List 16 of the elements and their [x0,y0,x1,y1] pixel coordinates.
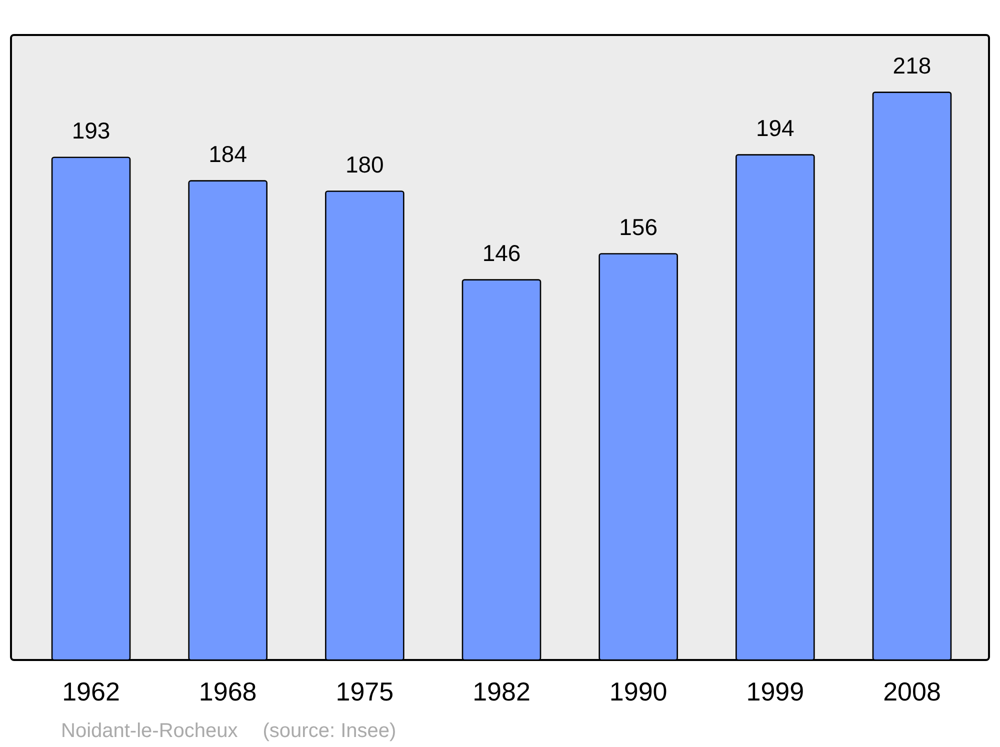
data-label: 146 [482,240,521,266]
x-tick-label: 1962 [62,676,120,706]
x-tick-label: 1975 [336,676,394,706]
x-tick-label: 1968 [198,676,257,706]
data-label: 193 [72,117,110,144]
data-label: 184 [208,140,248,167]
text: Noidant-le-Rocheux [61,720,238,742]
data-label: 180 [345,151,384,178]
text: (source: Insee) [262,720,396,742]
data-label: 218 [892,52,932,78]
data-label: 156 [619,214,658,240]
x-tick-label: 1990 [609,676,668,706]
x-tick-label: 1982 [472,676,530,706]
data-label: 194 [756,114,795,141]
x-tick-label: 1999 [746,676,804,706]
x-tick-label: 2008 [883,676,941,706]
